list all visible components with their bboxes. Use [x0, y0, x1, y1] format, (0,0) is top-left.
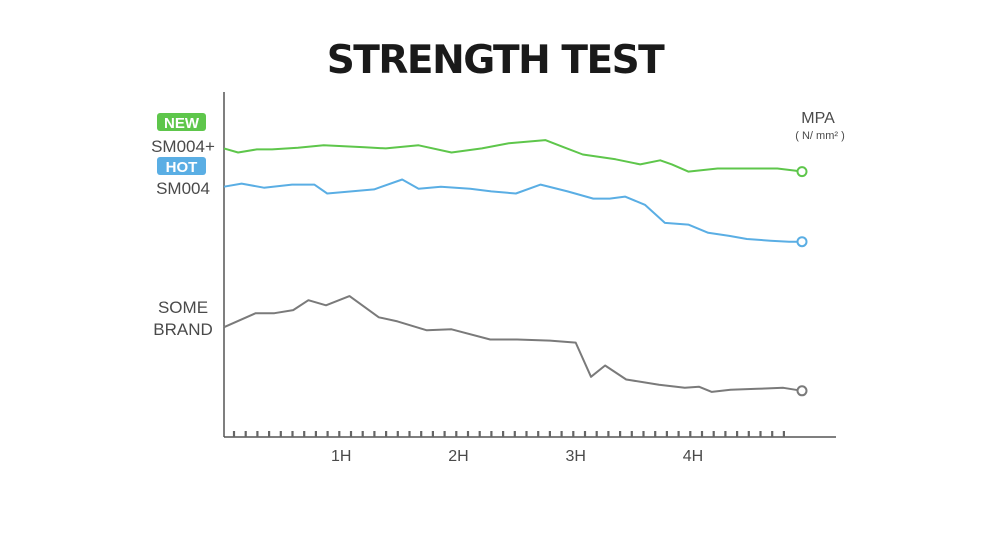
x-tick-label: 4H [683, 448, 703, 465]
unit-label: MPA [801, 110, 835, 127]
series-layer [223, 139, 808, 397]
x-tick-label: 3H [565, 448, 585, 465]
series-label: SOME [158, 298, 208, 317]
series-line [223, 178, 802, 243]
badge-background [157, 113, 206, 131]
series-badge: NEW [164, 115, 200, 132]
series-end-marker [796, 236, 808, 248]
series-badge: HOT [166, 159, 198, 176]
x-tick-labels: 1H 2H 3H 4H [331, 448, 703, 465]
series-end-marker [796, 166, 808, 178]
series-end-marker [796, 385, 808, 397]
chart-axes [223, 92, 836, 438]
series-line [223, 139, 803, 173]
chart-title: STRENGTH TEST [326, 38, 665, 83]
series-label: BRAND [153, 320, 213, 339]
badge-background [157, 157, 206, 175]
series-label: SM004 [156, 179, 210, 198]
series-labels: NEW SM004+ HOT SM004 SOME BRAND [151, 113, 215, 339]
x-tick-label: 2H [448, 448, 468, 465]
series-line [223, 295, 803, 393]
unit-sublabel: ( N/ mm² ) [795, 130, 844, 142]
x-minor-ticks [232, 431, 786, 437]
x-tick-label: 1H [331, 448, 351, 465]
series-label: SM004+ [151, 137, 215, 156]
